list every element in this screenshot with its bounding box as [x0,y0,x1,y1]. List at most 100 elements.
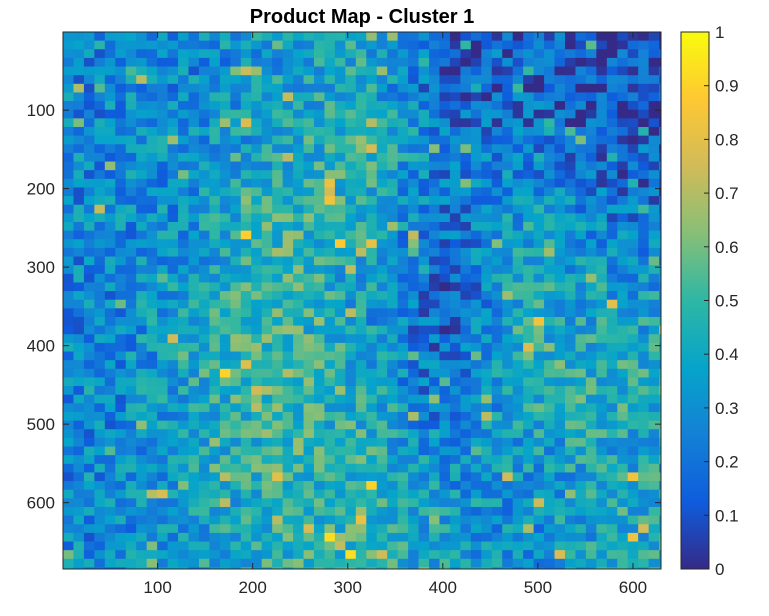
heatmap-cell [585,196,597,206]
heatmap-cell [282,420,294,430]
heatmap-cell [157,170,169,180]
heatmap-cell [397,178,409,189]
heatmap-cell [575,127,587,137]
heatmap-cell [73,550,85,560]
heatmap-cell [439,187,451,197]
heatmap-cell [167,291,179,301]
heatmap-cell [345,360,357,370]
heatmap-cell [376,541,388,551]
heatmap-cell [104,83,116,94]
heatmap-cell [125,32,137,42]
heatmap-cell [544,187,556,197]
heatmap-cell [481,515,493,525]
heatmap-cell [303,368,315,379]
heatmap-cell [73,446,85,456]
heatmap-cell [209,101,221,111]
heatmap-cell [94,109,106,119]
heatmap-cell [596,32,608,42]
heatmap-cell [198,541,211,551]
heatmap-cell [313,386,326,396]
heatmap-cell [376,558,388,569]
heatmap-cell [408,32,420,42]
heatmap-cell [533,316,545,327]
heatmap-cell [627,308,639,318]
heatmap-cell [324,196,336,206]
heatmap-cell [136,394,148,404]
heatmap-cell [470,498,482,508]
heatmap-cell [261,135,273,145]
heatmap-cell [345,291,357,301]
heatmap-cell [136,57,148,68]
heatmap-cell [512,57,524,68]
heatmap-cell [272,247,284,258]
heatmap-cell [355,481,367,491]
heatmap-cell [502,532,514,543]
heatmap-cell [387,170,399,180]
heatmap-cell [627,498,639,508]
heatmap-cell [230,498,242,508]
heatmap-cell [146,49,158,59]
heatmap-cell [178,109,190,119]
heatmap-cell [429,541,441,551]
heatmap-cell [334,40,346,50]
heatmap-cell [408,57,420,68]
heatmap-cell [324,463,336,474]
heatmap-cell [73,152,85,163]
heatmap-cell [94,541,106,551]
heatmap-cell [188,360,200,370]
heatmap-cell [251,403,263,413]
heatmap-cell [585,334,597,344]
heatmap-cell [115,256,127,266]
heatmap-cell [146,472,158,482]
heatmap-cell [638,196,650,206]
colorbar-tick-label: 1 [715,23,724,42]
heatmap-cell [554,368,566,379]
heatmap-cell [554,446,566,456]
heatmap-cell [345,265,357,275]
heatmap-cell [564,152,577,163]
heatmap-cell [146,429,158,439]
heatmap-cell [355,170,367,180]
heatmap-cell [449,351,461,361]
heatmap-cell [596,66,608,76]
heatmap-cell [397,437,409,448]
heatmap-cell [470,481,482,491]
heatmap-cell [408,446,420,456]
heatmap-cell [439,291,451,301]
heatmap-cell [94,455,106,465]
heatmap-cell [470,230,482,240]
heatmap-cell [617,230,629,240]
heatmap-cell [146,481,158,491]
heatmap-cell [376,455,388,465]
heatmap-cell [83,429,95,439]
heatmap-cell [554,109,566,119]
heatmap-cell [408,221,420,232]
heatmap-cell [104,541,116,551]
heatmap-cell [460,316,472,327]
heatmap-cell [115,247,127,258]
heatmap-cell [198,75,211,85]
heatmap-cell [460,196,472,206]
heatmap-cell [376,204,388,214]
heatmap-cell [418,265,430,275]
heatmap-cell [146,368,158,379]
heatmap-cell [293,351,305,361]
heatmap-cell [491,567,503,569]
heatmap-cell [334,351,346,361]
heatmap-cell [115,532,127,543]
heatmap-cell [418,75,430,85]
heatmap-cell [460,40,472,50]
heatmap-cell [533,437,545,448]
heatmap-cell [261,377,273,387]
heatmap-cell [564,239,577,249]
heatmap-cell [167,524,179,534]
heatmap-cell [512,463,524,474]
heatmap-cell [418,308,430,318]
heatmap-cell [491,377,503,387]
heatmap-cell [491,463,503,474]
heatmap-cell [617,489,629,499]
heatmap-cell [355,221,367,232]
heatmap-cell [334,515,346,525]
heatmap-cell [345,49,357,59]
heatmap-cell [83,455,95,465]
